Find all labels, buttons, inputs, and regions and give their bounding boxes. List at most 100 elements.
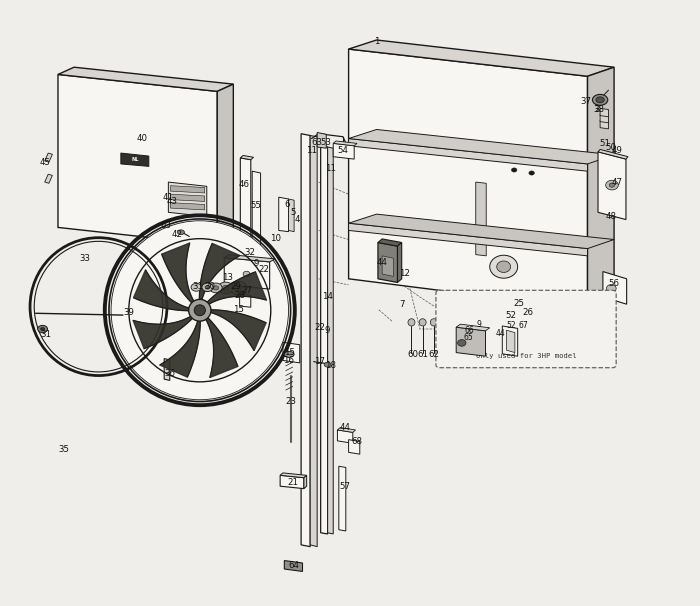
Polygon shape bbox=[304, 475, 307, 488]
Polygon shape bbox=[600, 121, 608, 129]
Text: 51: 51 bbox=[599, 139, 610, 148]
Text: 29: 29 bbox=[231, 282, 241, 291]
Text: 40: 40 bbox=[136, 134, 147, 143]
Ellipse shape bbox=[194, 305, 205, 316]
Ellipse shape bbox=[596, 97, 604, 103]
Polygon shape bbox=[134, 270, 199, 311]
Ellipse shape bbox=[223, 285, 229, 290]
Text: 6: 6 bbox=[284, 200, 290, 209]
Text: 27: 27 bbox=[241, 287, 252, 295]
Text: 25: 25 bbox=[514, 299, 524, 307]
Text: 15: 15 bbox=[284, 348, 295, 357]
Ellipse shape bbox=[512, 298, 531, 316]
Text: 18: 18 bbox=[325, 361, 336, 370]
Ellipse shape bbox=[430, 319, 438, 326]
Text: 36: 36 bbox=[164, 368, 175, 378]
Polygon shape bbox=[603, 271, 627, 304]
Text: 31: 31 bbox=[193, 282, 203, 291]
Polygon shape bbox=[349, 214, 614, 248]
Text: 52: 52 bbox=[506, 311, 517, 319]
Polygon shape bbox=[337, 430, 353, 443]
Ellipse shape bbox=[230, 281, 247, 295]
Text: 32: 32 bbox=[244, 248, 256, 258]
Ellipse shape bbox=[517, 303, 526, 311]
Text: 67: 67 bbox=[519, 321, 528, 330]
Polygon shape bbox=[456, 324, 490, 331]
Text: 12: 12 bbox=[399, 270, 410, 279]
Text: 47: 47 bbox=[611, 178, 622, 187]
Polygon shape bbox=[317, 133, 326, 148]
Ellipse shape bbox=[458, 339, 466, 346]
Text: 9: 9 bbox=[325, 325, 330, 335]
Polygon shape bbox=[252, 171, 260, 259]
Text: 5: 5 bbox=[290, 208, 295, 217]
Polygon shape bbox=[349, 40, 614, 76]
Text: 61: 61 bbox=[418, 350, 429, 359]
Text: 21: 21 bbox=[287, 478, 298, 487]
Polygon shape bbox=[349, 439, 360, 454]
Text: 48: 48 bbox=[606, 212, 617, 221]
Ellipse shape bbox=[419, 319, 426, 326]
Text: 64: 64 bbox=[288, 561, 300, 570]
Text: 39: 39 bbox=[123, 308, 134, 316]
Ellipse shape bbox=[205, 285, 210, 289]
Text: 2: 2 bbox=[594, 105, 600, 114]
Polygon shape bbox=[600, 115, 608, 123]
Text: 14: 14 bbox=[322, 293, 333, 301]
Polygon shape bbox=[283, 342, 300, 363]
Ellipse shape bbox=[606, 180, 618, 190]
Ellipse shape bbox=[497, 261, 511, 273]
Text: 45: 45 bbox=[39, 158, 50, 167]
Text: 44: 44 bbox=[377, 258, 388, 267]
Text: 35: 35 bbox=[58, 445, 69, 454]
Polygon shape bbox=[164, 359, 170, 381]
Text: 17: 17 bbox=[314, 357, 326, 366]
Ellipse shape bbox=[284, 351, 294, 358]
Polygon shape bbox=[301, 134, 310, 547]
Ellipse shape bbox=[606, 285, 616, 293]
Polygon shape bbox=[133, 310, 200, 348]
Text: 13: 13 bbox=[222, 273, 233, 282]
Ellipse shape bbox=[243, 271, 250, 277]
Polygon shape bbox=[58, 67, 233, 92]
Ellipse shape bbox=[213, 286, 218, 290]
Ellipse shape bbox=[234, 285, 242, 291]
Polygon shape bbox=[333, 144, 354, 159]
Text: 57: 57 bbox=[339, 482, 350, 491]
Polygon shape bbox=[587, 67, 614, 309]
Text: 23: 23 bbox=[285, 397, 296, 406]
Polygon shape bbox=[240, 158, 251, 265]
Polygon shape bbox=[199, 244, 240, 310]
Ellipse shape bbox=[512, 168, 517, 172]
Polygon shape bbox=[321, 146, 328, 534]
Text: 68: 68 bbox=[351, 437, 363, 446]
Text: 22: 22 bbox=[258, 265, 269, 275]
Polygon shape bbox=[349, 223, 587, 256]
Polygon shape bbox=[58, 75, 217, 245]
Polygon shape bbox=[160, 310, 200, 377]
Polygon shape bbox=[333, 141, 357, 146]
Polygon shape bbox=[337, 428, 356, 433]
Polygon shape bbox=[171, 202, 204, 210]
Polygon shape bbox=[169, 182, 206, 216]
Polygon shape bbox=[280, 473, 307, 478]
Text: 65: 65 bbox=[464, 333, 474, 342]
Polygon shape bbox=[224, 255, 275, 262]
Text: 26: 26 bbox=[523, 308, 533, 317]
Polygon shape bbox=[162, 243, 200, 310]
Polygon shape bbox=[171, 194, 204, 201]
Polygon shape bbox=[476, 182, 486, 256]
Text: 38: 38 bbox=[593, 105, 604, 114]
Ellipse shape bbox=[111, 221, 288, 400]
Polygon shape bbox=[240, 156, 253, 160]
Polygon shape bbox=[288, 199, 294, 231]
Polygon shape bbox=[378, 239, 402, 246]
Polygon shape bbox=[279, 197, 288, 231]
Text: 31: 31 bbox=[41, 330, 52, 339]
Polygon shape bbox=[199, 272, 267, 310]
Polygon shape bbox=[598, 152, 626, 219]
Polygon shape bbox=[382, 256, 393, 276]
Polygon shape bbox=[349, 139, 587, 171]
Text: 52: 52 bbox=[507, 321, 516, 330]
Ellipse shape bbox=[202, 283, 213, 291]
